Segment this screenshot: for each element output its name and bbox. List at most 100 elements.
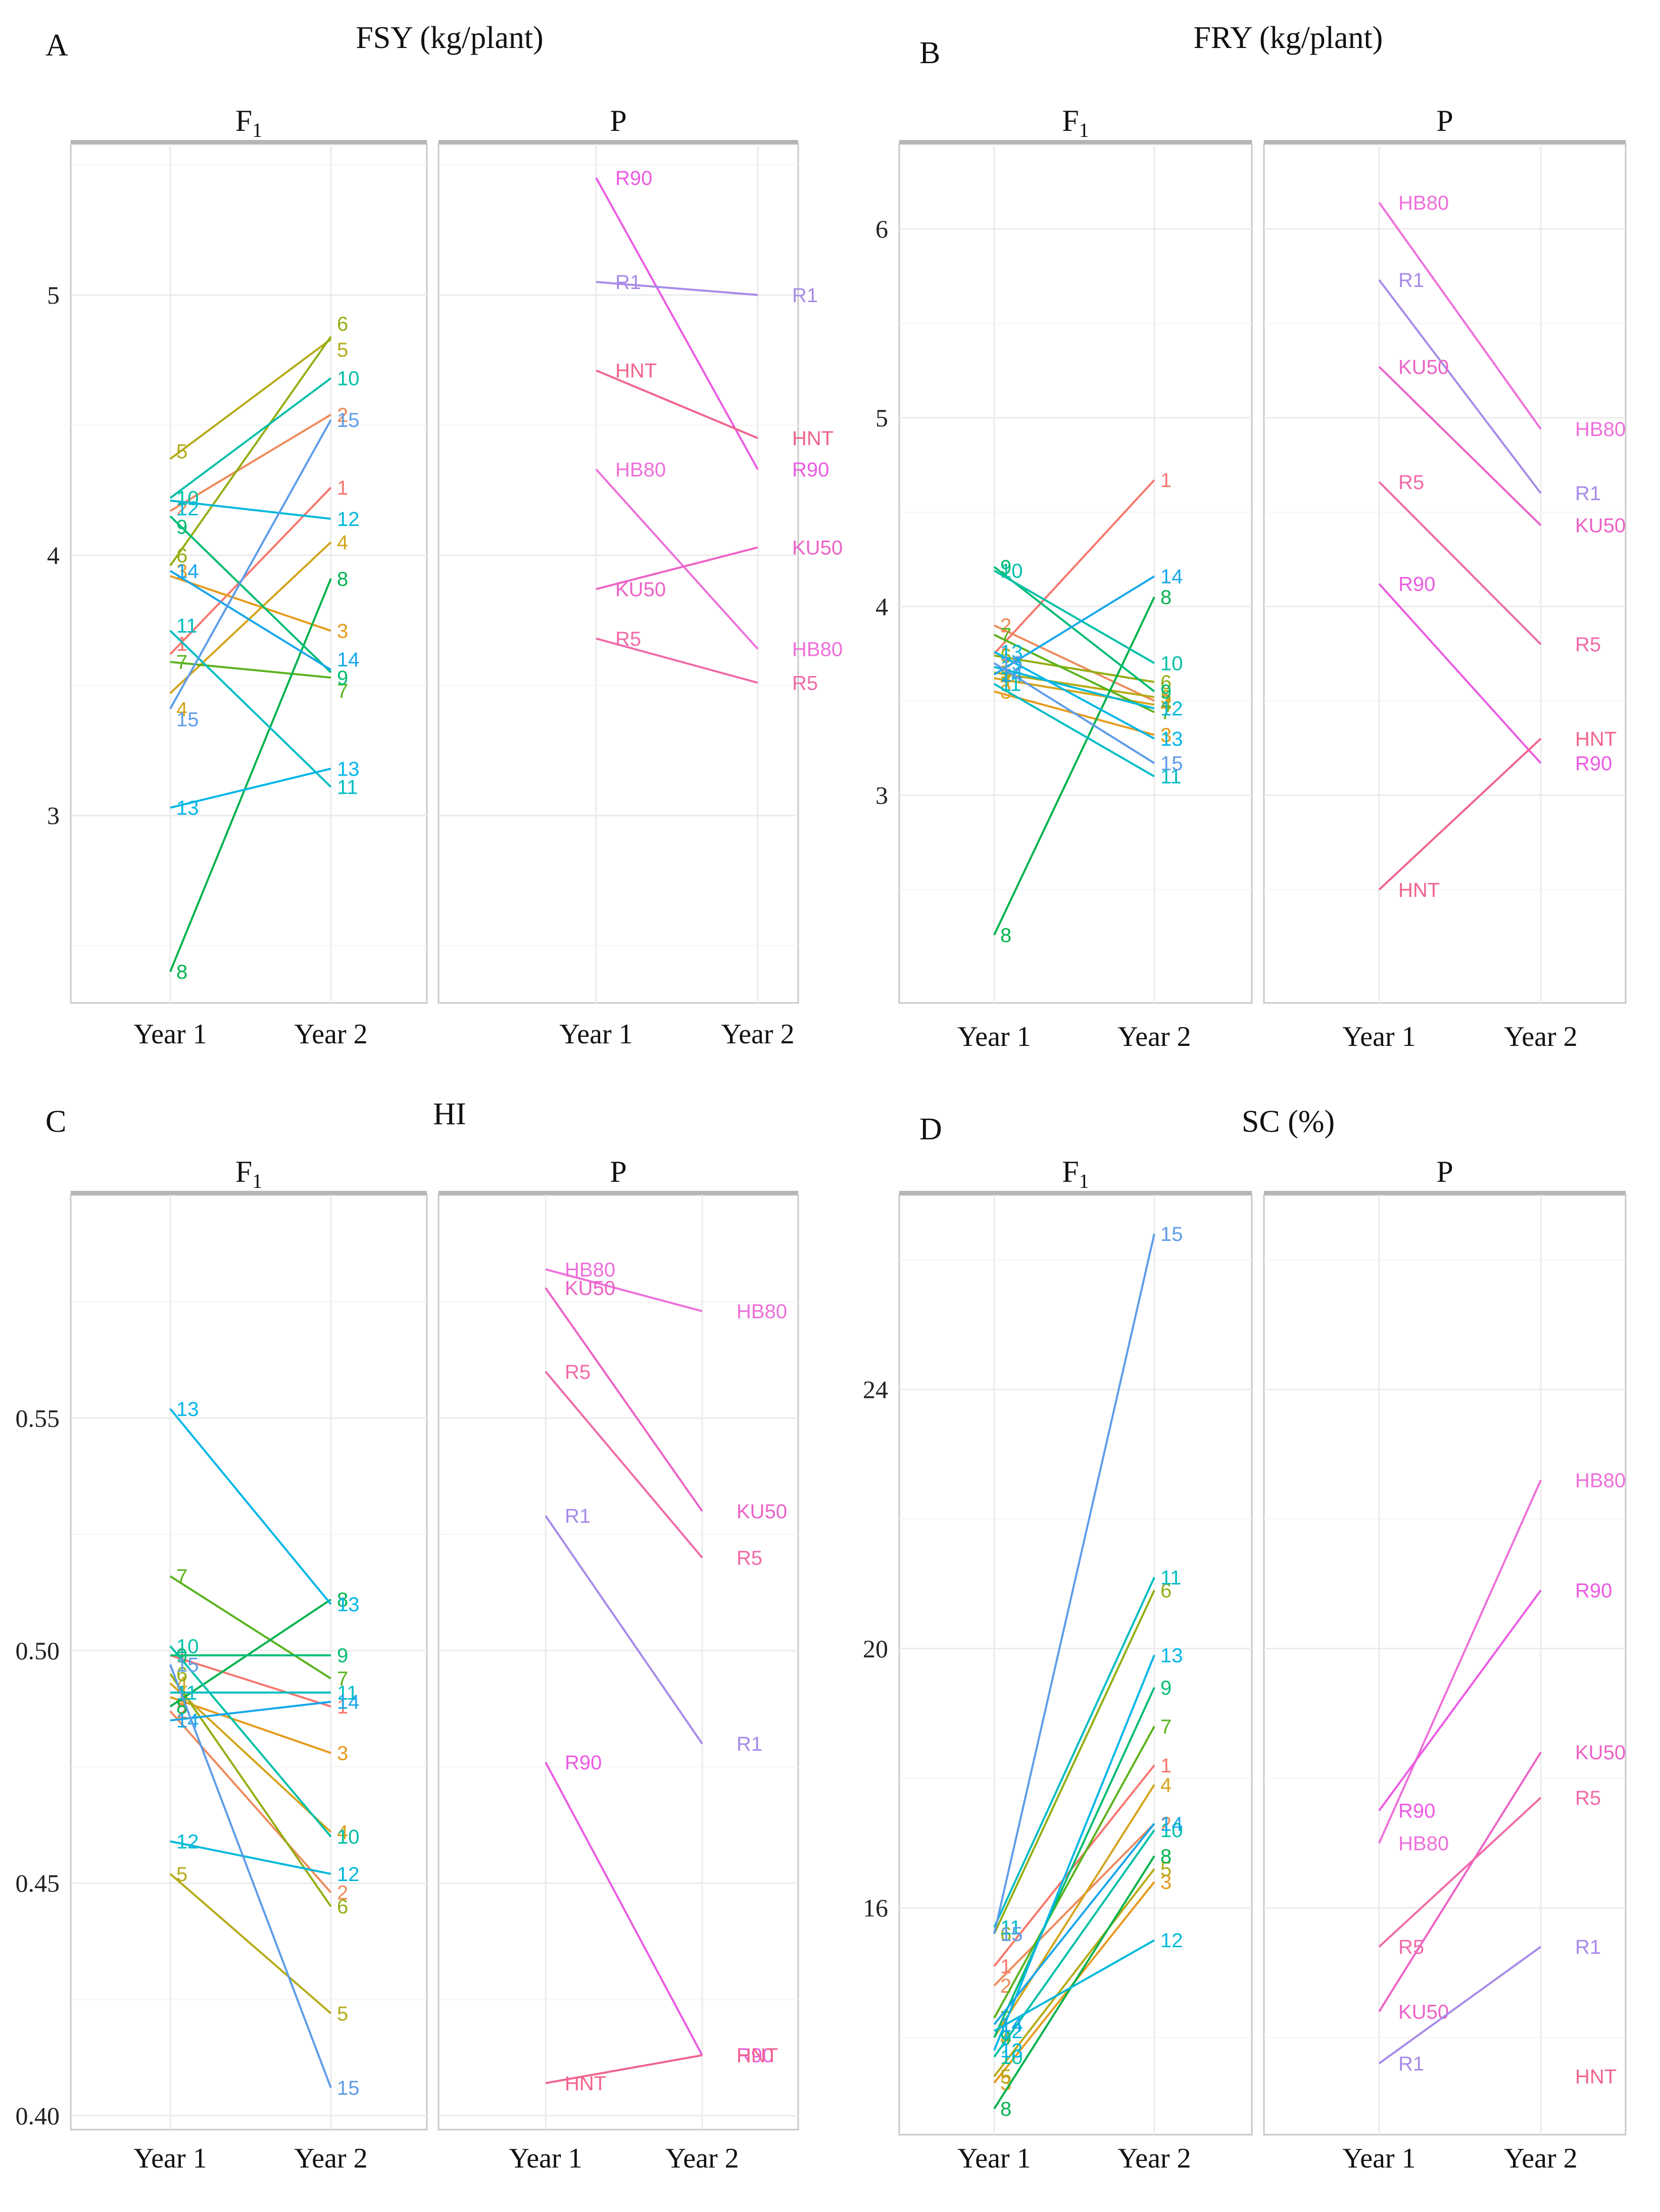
panel-letter: D <box>919 1112 942 1146</box>
series-line-14 <box>993 575 1155 676</box>
y-tick-label: 24 <box>863 1375 888 1404</box>
series-line-R5 <box>596 637 758 684</box>
series-line-R5 <box>545 1371 703 1559</box>
data-label-year2: 15 <box>337 409 360 431</box>
data-label-year2: HB80 <box>737 1301 787 1323</box>
data-label-year2: 13 <box>1160 728 1183 750</box>
data-label-year1: KU50 <box>565 1277 615 1300</box>
data-label-year2: R90 <box>1575 1579 1612 1602</box>
facet-strip-label: P <box>1436 1155 1453 1188</box>
series-line-5 <box>169 338 332 460</box>
x-tick-label: Year 1 <box>133 1019 207 1050</box>
x-tick-label: Year 1 <box>133 2143 207 2174</box>
series-line-R5 <box>1378 1797 1542 1948</box>
series-line-5 <box>169 1873 332 2014</box>
series-line-2 <box>169 414 332 512</box>
data-label-year2: 8 <box>337 568 348 590</box>
x-tick-label: Year 2 <box>1504 1021 1577 1052</box>
data-label-year1: 15 <box>1000 1923 1023 1945</box>
data-label-year2: 3 <box>337 620 348 642</box>
facet-strip-label: P <box>610 104 626 137</box>
series-line-8 <box>169 1599 332 1708</box>
data-label-year2: 6 <box>337 1896 348 1918</box>
data-label-year1: R5 <box>565 1361 591 1383</box>
y-tick-label: 5 <box>47 281 60 309</box>
data-label-year1: 9 <box>176 1645 187 1667</box>
y-tick-label: 4 <box>47 541 60 569</box>
facet-panel-p <box>437 1194 799 2131</box>
data-label-year1: R1 <box>1398 269 1424 292</box>
data-label-year1: R90 <box>615 167 652 189</box>
data-label-year2: 10 <box>337 368 360 390</box>
data-label-year1: HNT <box>1398 879 1440 901</box>
data-label-year2: HB80 <box>1575 418 1626 441</box>
data-label-year2: 2 <box>1160 690 1171 712</box>
data-label-year1: R90 <box>1398 1800 1435 1822</box>
series-line-R1 <box>545 1515 703 1745</box>
y-tick-label: 0.55 <box>16 1404 60 1432</box>
data-label-year1: 11 <box>176 615 198 637</box>
data-label-year2: 13 <box>337 1594 360 1616</box>
series-line-10 <box>169 377 332 499</box>
series-line-10 <box>993 1829 1155 2058</box>
data-label-year2: 7 <box>1160 702 1171 724</box>
series-line-5 <box>994 671 1155 698</box>
data-label-year1: R1 <box>615 271 641 294</box>
series-line-11 <box>993 683 1155 778</box>
chart-title: HI <box>433 1097 466 1131</box>
data-label-year2: 15 <box>1160 1223 1183 1245</box>
y-tick-label: 0.45 <box>16 1869 60 1897</box>
data-label-year1: 15 <box>1000 652 1023 675</box>
series-line-R90 <box>545 1761 703 2056</box>
data-label-year1: 9 <box>176 516 187 538</box>
data-label-year1: 13 <box>176 797 199 820</box>
data-label-year1: R90 <box>1398 573 1435 596</box>
data-label-year1: HB80 <box>1398 1833 1449 1855</box>
data-label-year1: HB80 <box>1398 192 1449 214</box>
y-tick-label: 3 <box>47 801 60 830</box>
data-label-year2: 9 <box>337 1645 348 1667</box>
data-label-year1: KU50 <box>1398 356 1449 378</box>
data-label-year2: 11 <box>337 776 358 798</box>
data-label-year2: 12 <box>337 508 360 531</box>
data-label-year2: 10 <box>1160 652 1183 675</box>
series-line-8 <box>169 578 332 972</box>
data-label-year1: 8 <box>176 961 187 983</box>
x-tick-label: Year 1 <box>1342 2143 1415 2174</box>
data-label-year2: 9 <box>1160 1677 1171 1699</box>
data-label-year1: 2 <box>1000 615 1011 637</box>
series-line-11 <box>169 630 332 788</box>
data-label-year1: 13 <box>1000 2040 1023 2062</box>
series-line-12 <box>170 499 331 520</box>
data-label-year2: 8 <box>337 1589 348 1611</box>
data-label-year2: 13 <box>337 758 360 780</box>
data-label-year1: 6 <box>1000 1923 1011 1945</box>
data-label-year2: HNT <box>737 2045 778 2067</box>
chart-title: FSY (kg/plant) <box>356 21 543 55</box>
data-label-year2: 4 <box>1160 1774 1171 1796</box>
data-label-year1: R5 <box>1398 471 1424 494</box>
x-tick-label: Year 2 <box>294 2143 367 2174</box>
data-label-year2: 5 <box>1160 1858 1171 1881</box>
series-line-KU50 <box>545 1287 703 1512</box>
data-label-year2: R1 <box>737 1733 762 1755</box>
x-tick-label: Year 1 <box>509 2143 582 2174</box>
data-label-year1: 12 <box>176 1831 199 1853</box>
data-label-year2: R1 <box>792 284 818 307</box>
data-label-year2: 4 <box>1160 694 1171 716</box>
y-tick-label: 3 <box>875 781 888 809</box>
series-line-9 <box>993 566 1155 693</box>
series-line-HB80 <box>595 468 759 650</box>
data-label-year2: R1 <box>1575 1936 1601 1958</box>
series-line-10 <box>993 569 1155 664</box>
data-label-year2: 1 <box>1160 1755 1171 1777</box>
series-line-14 <box>169 570 332 671</box>
data-label-year2: 3 <box>1160 1871 1171 1894</box>
data-label-year1: R5 <box>1398 1936 1424 1958</box>
data-label-year2: 4 <box>337 1821 348 1844</box>
data-label-year2: 6 <box>1160 671 1171 694</box>
data-label-year2: 15 <box>1160 752 1183 775</box>
